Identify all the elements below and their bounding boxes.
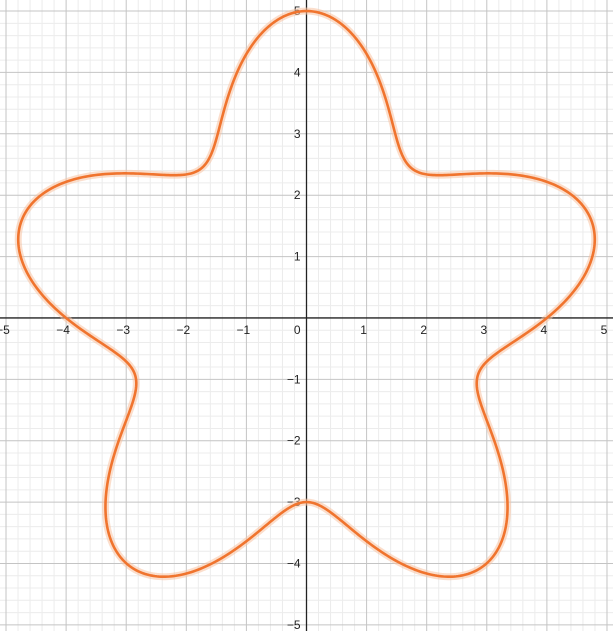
x-tick-label: −4	[56, 323, 70, 337]
x-tick-label: −2	[176, 323, 190, 337]
y-tick-label: −1	[287, 372, 301, 386]
y-tick-label: 4	[294, 65, 301, 79]
x-tick-label: 4	[541, 323, 548, 337]
series-line	[16, 9, 597, 579]
x-tick-label: 2	[420, 323, 427, 337]
y-tick-label: 3	[294, 127, 301, 141]
y-tick-label: −2	[287, 434, 301, 448]
x-tick-label: 1	[360, 323, 367, 337]
x-tick-label: −5	[0, 323, 10, 337]
x-tick-label: 0	[294, 323, 301, 337]
x-tick-label: −3	[116, 323, 130, 337]
x-tick-label: 5	[601, 323, 608, 337]
y-tick-label: −4	[287, 556, 301, 570]
curves	[14, 7, 599, 581]
x-tick-label: 3	[480, 323, 487, 337]
y-tick-label: 1	[294, 250, 301, 264]
x-tick-label: −1	[237, 323, 251, 337]
y-tick-label: −5	[287, 618, 301, 631]
y-tick-label: 2	[294, 188, 301, 202]
